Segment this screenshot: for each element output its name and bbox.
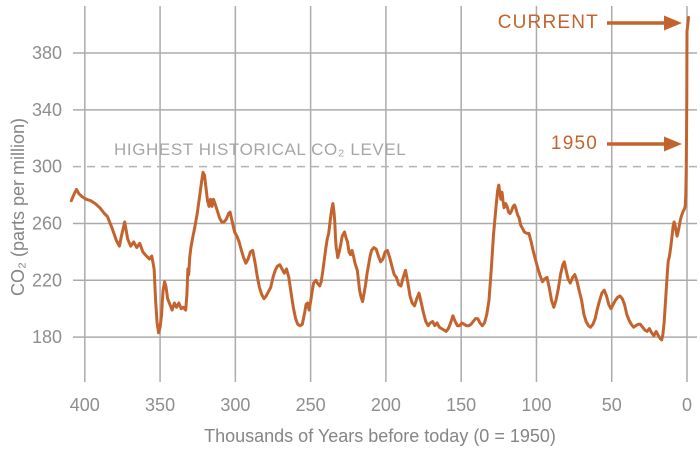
y-tick-label: 340 (32, 100, 62, 120)
co2-line (69, 16, 690, 342)
y-tick-label: 220 (32, 270, 62, 290)
series-layer (69, 16, 690, 342)
1950-arrow (607, 136, 682, 152)
x-tick-label: 400 (70, 395, 100, 415)
x-tick-label: 250 (296, 395, 326, 415)
1950-arrowhead-icon (664, 136, 682, 152)
1950-annotation-label: 1950 (550, 133, 598, 154)
x-tick-label: 350 (145, 395, 175, 415)
y-tick-label: 380 (32, 43, 62, 63)
grid-layer (73, 6, 697, 382)
x-axis-title: Thousands of Years before today (0 = 195… (204, 426, 556, 446)
ticks-layer: 400 350 300 250 200 150 100 50 0 380 340 300 260 220 1… (32, 43, 692, 415)
x-tick-label: 50 (602, 395, 622, 415)
current-arrow (607, 15, 682, 31)
x-tick-label: 200 (371, 395, 401, 415)
y-tick-label: 180 (32, 327, 62, 347)
x-tick-label: 0 (682, 395, 692, 415)
x-tick-label: 300 (220, 395, 250, 415)
threshold-label: HIGHEST HISTORICAL CO₂ LEVEL (114, 140, 407, 159)
x-tick-label: 150 (446, 395, 476, 415)
y-tick-label: 300 (32, 157, 62, 177)
y-axis-title: CO₂ (parts per million) (8, 117, 28, 297)
current-annotation-label: CURRENT (497, 12, 599, 33)
y-tick-label: 260 (32, 213, 62, 233)
x-tick-label: 100 (521, 395, 551, 415)
current-arrowhead-icon (664, 15, 682, 31)
